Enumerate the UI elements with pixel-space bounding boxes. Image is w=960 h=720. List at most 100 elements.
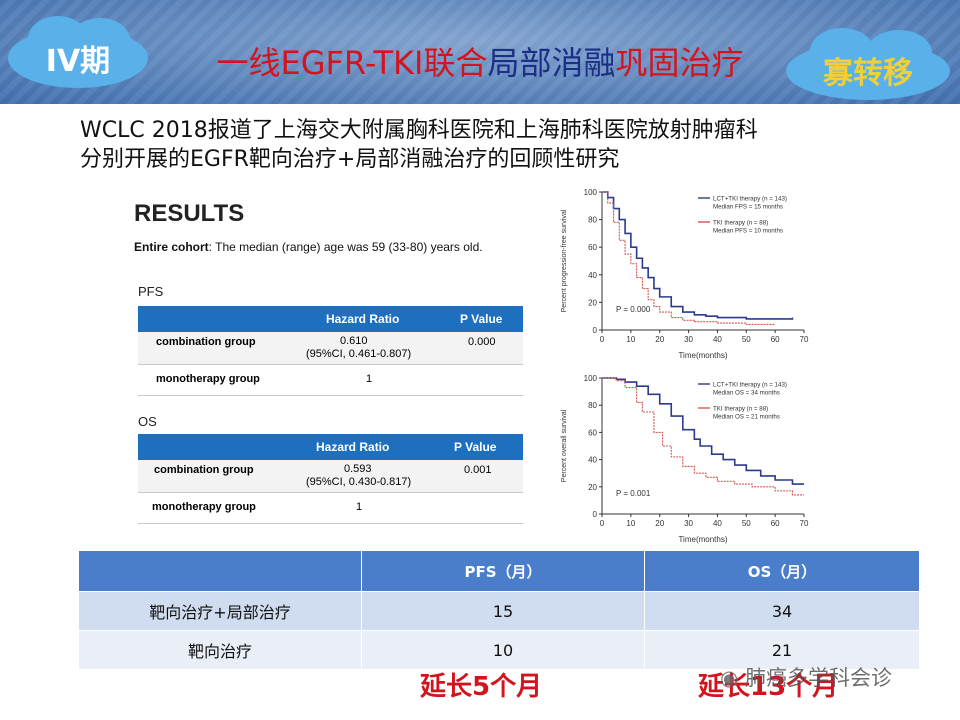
subtitle: WCLC 2018报道了上海交大附属胸科医院和上海肺科医院放射肿瘤科 分别开展的… [80,116,940,174]
right-badge: 寡转移 [786,26,950,106]
series-line-1 [602,377,804,485]
y-axis-label: Percent progression-free survival [561,209,568,312]
legend-sub-2: Median OS = 21 months [713,414,780,421]
os-row1-group: combination group [154,464,254,476]
pfs-row1-group: combination group [156,336,256,348]
x-tick-label: 0 [600,519,605,528]
os-extension-note: 延长13个月 [698,672,839,702]
subtitle-line-1: WCLC 2018报道了上海交大附属胸科医院和上海肺科医院放射肿瘤科 [80,118,758,143]
y-axis-label: Percent overall survival [561,409,568,482]
pfs-p-col: P Value [460,312,503,326]
watermark-text: 肺癌多学科会诊 [745,666,893,690]
x-tick-label: 50 [742,519,751,528]
left-badge: IV期 [8,14,148,94]
y-tick-label: 40 [588,271,597,280]
x-tick-label: 30 [684,335,693,344]
row1-pfs: 15 [361,591,645,631]
x-tick-label: 70 [800,335,809,344]
y-tick-label: 60 [588,243,597,252]
os-row2-group: monotherapy group [152,501,256,513]
pfs-row1-hr: 0.610 [340,335,368,347]
pfs-row2-hr: 1 [366,373,373,385]
os-p-col: P Value [454,440,497,454]
results-panel: RESULTS Entire cohort: The median (range… [128,196,540,540]
row2-os: 21 [644,630,920,670]
cohort-text: : The median (range) age was 59 (33-80) … [208,240,483,254]
row1-treatment: 靶向治疗+局部治疗 [78,591,362,631]
x-tick-label: 30 [684,519,693,528]
x-tick-label: 20 [655,335,664,344]
os-survival-chart: 0 20 40 60 80 100 0 10 20 30 40 50 60 70 Time(months) P… [556,366,818,548]
y-tick-label: 60 [588,428,597,437]
legend-label-2: TKI therapy (n = 88) [713,406,768,413]
os-hr-table: Hazard Ratio P Value combination group 0… [138,434,523,524]
legend-label-2: TKI therapy (n = 88) [713,220,768,227]
comparison-table: PFS（月） OS（月） 靶向治疗+局部治疗 15 34 靶向治疗 10 21 [78,550,920,670]
x-tick-label: 20 [655,519,664,528]
legend-label-1: LCT+TKI therapy (n = 143) [713,382,787,389]
cohort-label: Entire cohort [134,240,209,254]
y-tick-label: 80 [588,216,597,225]
pfs-hr-header: Hazard Ratio P Value [138,306,523,332]
row1-os: 34 [644,591,920,631]
right-badge-text: 寡转移 [823,56,913,91]
table-row: 靶向治疗+局部治疗 15 34 [78,591,920,631]
x-tick-label: 10 [626,335,635,344]
x-tick-label: 10 [626,519,635,528]
table-row: combination group 0.593 (95%CI, 0.430-0.… [138,460,523,493]
title-part-3: 局部消融 [487,44,616,82]
wechat-icon: ◉ [720,666,739,690]
slide-title: 一线EGFR-TKI联合局部消融巩固治疗 [0,38,960,84]
os-hr-col: Hazard Ratio [316,440,390,454]
pfs-chart-svg: 0 20 40 60 80 100 0 10 20 30 40 50 60 70 Time(months) P… [561,188,809,360]
y-tick-label: 20 [588,298,597,307]
title-part-2: 联合 [423,44,488,82]
row2-pfs: 10 [361,630,645,670]
results-title: RESULTS [134,200,245,227]
series-line-2 [602,377,804,496]
p-value-annotation: P = 0.001 [616,489,651,498]
p-value-annotation: P = 0.000 [616,305,651,314]
x-tick-label: 40 [713,519,722,528]
x-axis-label: Time(months) [678,351,727,360]
os-row2-hr: 1 [356,501,363,513]
x-tick-label: 40 [713,335,722,344]
table-row: combination group 0.610 (95%CI, 0.461-0.… [138,332,523,365]
pfs-hr-col: Hazard Ratio [326,312,400,326]
comparison-header-pfs: PFS（月） [361,550,645,592]
left-badge-text: IV期 [45,44,111,79]
os-hr-header: Hazard Ratio P Value [138,434,523,460]
os-row1-hr: 0.593 [344,463,372,475]
x-tick-label: 70 [800,519,809,528]
os-label: OS [138,414,157,429]
pfs-survival-chart: 0 20 40 60 80 100 0 10 20 30 40 50 60 70 Time(months) P… [556,180,818,364]
table-row: 靶向治疗 10 21 [78,630,920,670]
x-tick-label: 60 [771,519,780,528]
x-tick-label: 50 [742,335,751,344]
y-tick-label: 80 [588,401,597,410]
header-banner [0,0,960,104]
y-tick-label: 20 [588,483,597,492]
x-axis-label: Time(months) [678,535,727,544]
table-row: monotherapy group 1 [138,493,523,524]
y-tick-label: 0 [593,326,598,335]
pfs-row2-group: monotherapy group [156,373,260,385]
row2-treatment: 靶向治疗 [78,630,362,670]
cohort-note: Entire cohort: The median (range) age wa… [134,240,483,254]
comparison-header-empty [78,550,362,592]
pfs-row1-p: 0.000 [468,336,496,348]
legend-label-1: LCT+TKI therapy (n = 143) [713,196,787,203]
legend-sub-1: Median OS = 34 months [713,390,780,397]
legend-sub-1: Median FPS = 15 months [713,204,783,211]
comparison-header-os: OS（月） [644,550,920,592]
title-part-1: 一线EGFR-TKI [216,44,424,82]
series-line-1 [602,191,794,320]
legend-sub-2: Median PFS = 10 months [713,228,783,235]
pfs-row1-ci: (95%CI, 0.461-0.807) [306,348,412,360]
y-tick-label: 100 [584,188,598,197]
y-tick-label: 0 [593,510,598,519]
x-tick-label: 60 [771,335,780,344]
os-chart-svg: 0 20 40 60 80 100 0 10 20 30 40 50 60 70 Time(months) P… [561,374,809,544]
comparison-header-row: PFS（月） OS（月） [78,550,920,592]
y-tick-label: 40 [588,456,597,465]
